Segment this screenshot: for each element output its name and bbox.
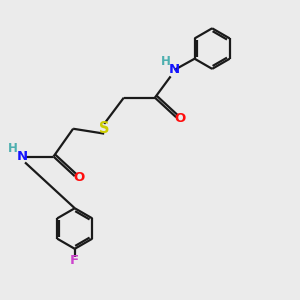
Text: S: S (99, 121, 110, 136)
Text: O: O (175, 112, 186, 125)
Text: H: H (8, 142, 18, 155)
Text: N: N (17, 150, 28, 163)
Text: N: N (169, 63, 180, 76)
Text: F: F (70, 254, 79, 267)
Text: H: H (160, 55, 170, 68)
Text: O: O (74, 171, 85, 184)
